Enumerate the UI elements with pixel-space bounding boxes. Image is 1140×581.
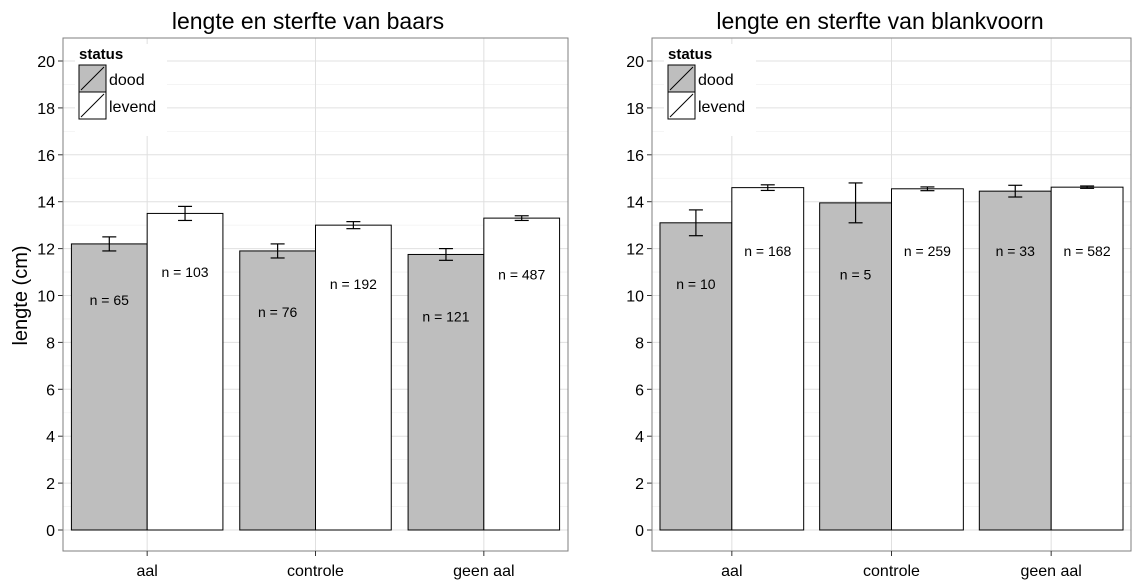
y-tick-label: 10 — [37, 289, 55, 306]
legend-label-dood: dood — [698, 72, 734, 89]
y-tick-label: 4 — [46, 429, 55, 446]
bar-dood-aal — [70, 243, 148, 531]
x-tick-label: geen aal — [453, 563, 514, 580]
legend-key-slash — [669, 93, 694, 118]
y-tick-label: 2 — [46, 476, 55, 493]
chart-title: lengte en sterfte van blankvoorn — [716, 8, 1043, 34]
bar-dood-controle — [239, 250, 316, 531]
bar-data-label: n = 65 — [90, 292, 130, 308]
y-tick-label: 18 — [626, 101, 644, 118]
bar-dood-aal — [659, 222, 733, 531]
y-axis-title: lengte (cm) — [10, 245, 32, 345]
y-tick-label: 18 — [37, 101, 55, 118]
x-tick-label: controle — [287, 563, 344, 580]
y-tick-label: 6 — [635, 382, 644, 399]
y-tick-label: 6 — [46, 382, 55, 399]
legend-key-slash — [80, 93, 105, 118]
y-tick-label: 8 — [635, 335, 644, 352]
bar-data-label: n = 582 — [1064, 243, 1111, 259]
x-tick-label: controle — [863, 563, 920, 580]
bar-data-label: n = 259 — [904, 243, 951, 259]
legend-title: status — [668, 46, 712, 63]
y-tick-label: 16 — [626, 148, 644, 165]
legend-key-slash — [669, 66, 694, 91]
bar-levend-controle — [315, 224, 392, 531]
y-tick-label: 14 — [37, 195, 55, 212]
y-tick-label: 8 — [46, 335, 55, 352]
bar-data-label: n = 487 — [498, 266, 545, 282]
y-tick-label: 2 — [635, 476, 644, 493]
bar-dood-controle — [819, 202, 893, 531]
y-tick-label: 4 — [635, 429, 644, 446]
bar-levend-aal — [731, 187, 805, 531]
bar-data-label: n = 192 — [330, 276, 377, 292]
y-tick-label: 0 — [46, 523, 55, 540]
chart-title: lengte en sterfte van baars — [172, 8, 444, 34]
y-tick-label: 20 — [626, 54, 644, 71]
bar-data-label: n = 5 — [840, 266, 872, 282]
y-tick-label: 12 — [37, 242, 55, 259]
y-tick-label: 10 — [626, 289, 644, 306]
bar-data-label: n = 76 — [258, 304, 298, 320]
legend-label-levend: levend — [698, 99, 745, 116]
chart-panel-2: lengte en sterfte van blankvoorn 0 2 4 6 8 10 1… — [626, 8, 1132, 580]
bar-data-label: n = 168 — [744, 243, 791, 259]
bar-data-label: n = 33 — [996, 243, 1036, 259]
y-tick-label: 14 — [626, 195, 644, 212]
bar-levend-aal — [146, 212, 224, 531]
legend-title: status — [79, 46, 123, 63]
bar-data-label: n = 121 — [422, 309, 469, 325]
bar-dood-geen-aal — [978, 190, 1052, 531]
legend-label-levend: levend — [109, 99, 156, 116]
y-tick-label: 16 — [37, 148, 55, 165]
x-tick-label: geen aal — [1020, 563, 1081, 580]
y-tick-label: 0 — [635, 523, 644, 540]
y-tick-label: 12 — [626, 242, 644, 259]
chart-panel-1: lengte en sterfte van baars 0 2 4 6 8 10 12 14 16… — [10, 8, 569, 580]
x-tick-label: aal — [136, 563, 157, 580]
bar-levend-geen-aal — [483, 217, 561, 531]
bar-levend-geen-aal — [1050, 186, 1124, 531]
bar-data-label: n = 10 — [676, 276, 716, 292]
x-tick-label: aal — [721, 563, 742, 580]
bar-levend-controle — [891, 188, 964, 531]
bar-data-label: n = 103 — [161, 264, 208, 280]
legend-key-slash — [80, 66, 105, 91]
y-tick-label: 20 — [37, 54, 55, 71]
legend-label-dood: dood — [109, 72, 145, 89]
bar-dood-geen-aal — [407, 253, 485, 531]
